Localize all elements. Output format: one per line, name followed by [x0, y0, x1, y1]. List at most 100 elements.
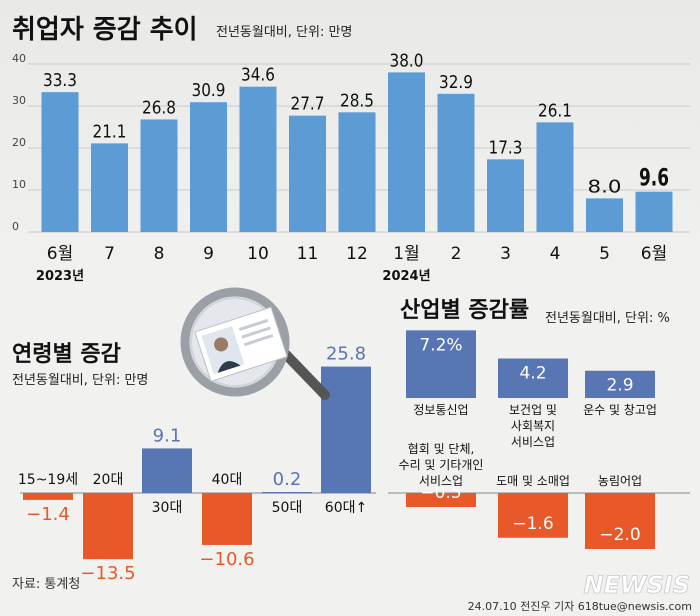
month-category-label: 12	[346, 244, 368, 264]
industry-value-label: 2.9	[606, 376, 633, 396]
month-category-label: 9	[203, 244, 214, 264]
age-value-label: −13.5	[80, 563, 135, 584]
industry-category-label: 보건업 및	[509, 403, 557, 417]
month-value-label: 27.7	[291, 94, 325, 115]
month-category-label: 1월	[393, 244, 419, 264]
industry-bar	[498, 493, 568, 538]
month-value-label: 28.5	[340, 90, 374, 111]
age-bar	[321, 366, 371, 493]
month-category-label: 7	[104, 244, 115, 264]
industry-category-label: 도매 및 소매업	[496, 474, 570, 488]
industry-value-label: −1.6	[512, 514, 553, 534]
age-bar	[142, 448, 192, 493]
industry-category-label: 수리 및 기타개인	[399, 458, 484, 472]
industry-bar	[498, 358, 568, 398]
y-tick-label: 0	[12, 220, 19, 233]
top-chart-bars	[41, 72, 673, 233]
credit-line: 24.07.10 전진우 기자 618tue@newsis.com	[468, 600, 692, 613]
industry-category-label: 서비스업	[511, 435, 555, 449]
top-unit-note: 전년동월대비, 단위: 만명	[216, 25, 352, 40]
industry-bar	[585, 493, 655, 549]
age-value-label: 0.2	[273, 469, 302, 490]
industry-bar	[406, 330, 476, 398]
month-category-label: 11	[297, 244, 319, 264]
y-tick-label: 30	[12, 94, 26, 107]
month-value-label: 17.3	[489, 137, 523, 158]
age-bar	[23, 493, 73, 500]
industry-category-label: 사회복지	[511, 419, 555, 433]
y-tick-label: 10	[12, 178, 26, 191]
month-bar	[437, 93, 475, 232]
month-value-label: 26.8	[142, 97, 176, 118]
newsis-watermark: NEWSIS	[584, 571, 690, 599]
industry-category-label: 정보통신업	[413, 403, 468, 417]
y-tick-label: 40	[12, 52, 26, 65]
month-value-label: 26.1	[538, 100, 572, 121]
month-value-label: 9.6	[639, 164, 669, 192]
age-bar	[262, 492, 312, 494]
age-chart: −1.4 15~19세 −13.5 20대 9.1 30대 −10.6 40대 0.2 50대 25…	[18, 344, 376, 584]
year-label-2023: 2023년	[36, 269, 84, 284]
month-bar	[239, 86, 277, 233]
page-title: 취업자 증감 추이	[12, 15, 198, 45]
month-category-label: 2	[451, 244, 462, 264]
industry-panel-unit-note: 전년동월대비, 단위: %	[545, 311, 670, 326]
month-category-label: 8	[154, 244, 165, 264]
month-bar	[338, 112, 376, 232]
age-value-label: −10.6	[199, 549, 254, 570]
age-panel-title: 연령별 증감	[12, 342, 121, 367]
month-category-label: 3	[500, 244, 511, 264]
month-value-label: 33.3	[43, 70, 77, 91]
month-bar	[140, 119, 178, 232]
month-value-label: 21.1	[93, 121, 127, 142]
top-chart-grid: 0 10 20 30 40	[12, 52, 690, 233]
month-category-label: 6월	[641, 244, 667, 264]
age-category-label: 40대	[212, 472, 243, 488]
industry-value-label: −0.5	[420, 483, 461, 503]
month-category-label: 10	[247, 244, 269, 264]
month-bar	[91, 143, 128, 232]
month-value-label: 30.9	[192, 80, 226, 101]
month-bar	[635, 191, 673, 232]
top-chart-value-labels: 33.3 21.1 26.8 30.9 34.6 27.7 28.5 38.0 32.9 17.3…	[43, 50, 669, 197]
age-bar	[202, 493, 252, 545]
month-value-label: 8.0	[588, 176, 622, 197]
age-category-label: 60대↑	[325, 500, 367, 516]
industry-category-label: 서비스업	[419, 474, 463, 488]
month-bar	[388, 72, 425, 233]
month-bar	[586, 198, 623, 232]
year-label-2024: 2024년	[382, 269, 430, 284]
age-category-label: 20대	[93, 472, 124, 488]
industry-bar	[406, 493, 476, 507]
month-category-label: 5	[599, 244, 610, 264]
industry-category-label: 운수 및 창고업	[583, 403, 657, 417]
age-panel-unit-note: 전년동월대비, 단위: 만명	[12, 373, 148, 388]
month-bar	[190, 102, 227, 232]
age-bar	[83, 493, 133, 560]
industry-value-label: 7.2%	[419, 335, 462, 355]
industry-category-label: 협회 및 단체,	[408, 442, 475, 456]
month-category-label: 4	[550, 244, 561, 264]
month-category-label: 6월	[47, 244, 73, 264]
month-bar	[289, 115, 326, 232]
y-tick-label: 20	[12, 136, 26, 149]
top-chart-category-labels: 6월 7 8 9 10 11 12 1월 2 3 4 5 6월 2023년 2024년	[36, 244, 667, 284]
age-value-label: 25.8	[326, 344, 366, 365]
source-note: 자료: 통계청	[12, 577, 80, 592]
month-value-label: 32.9	[439, 72, 473, 93]
industry-value-label: 4.2	[519, 364, 546, 384]
age-category-label: 15~19세	[18, 472, 78, 488]
industry-bar	[585, 370, 655, 398]
age-category-label: 50대	[272, 500, 303, 516]
age-value-label: −1.4	[26, 504, 70, 525]
month-bar	[41, 92, 79, 232]
industry-category-label: 농림어업	[598, 474, 642, 488]
month-bar	[536, 122, 574, 232]
industry-panel-title: 산업별 증감률	[400, 298, 529, 323]
age-category-label: 30대	[152, 500, 183, 516]
month-value-label: 34.6	[241, 65, 275, 86]
industry-value-label: −2.0	[599, 525, 640, 545]
age-value-label: 9.1	[153, 425, 182, 446]
